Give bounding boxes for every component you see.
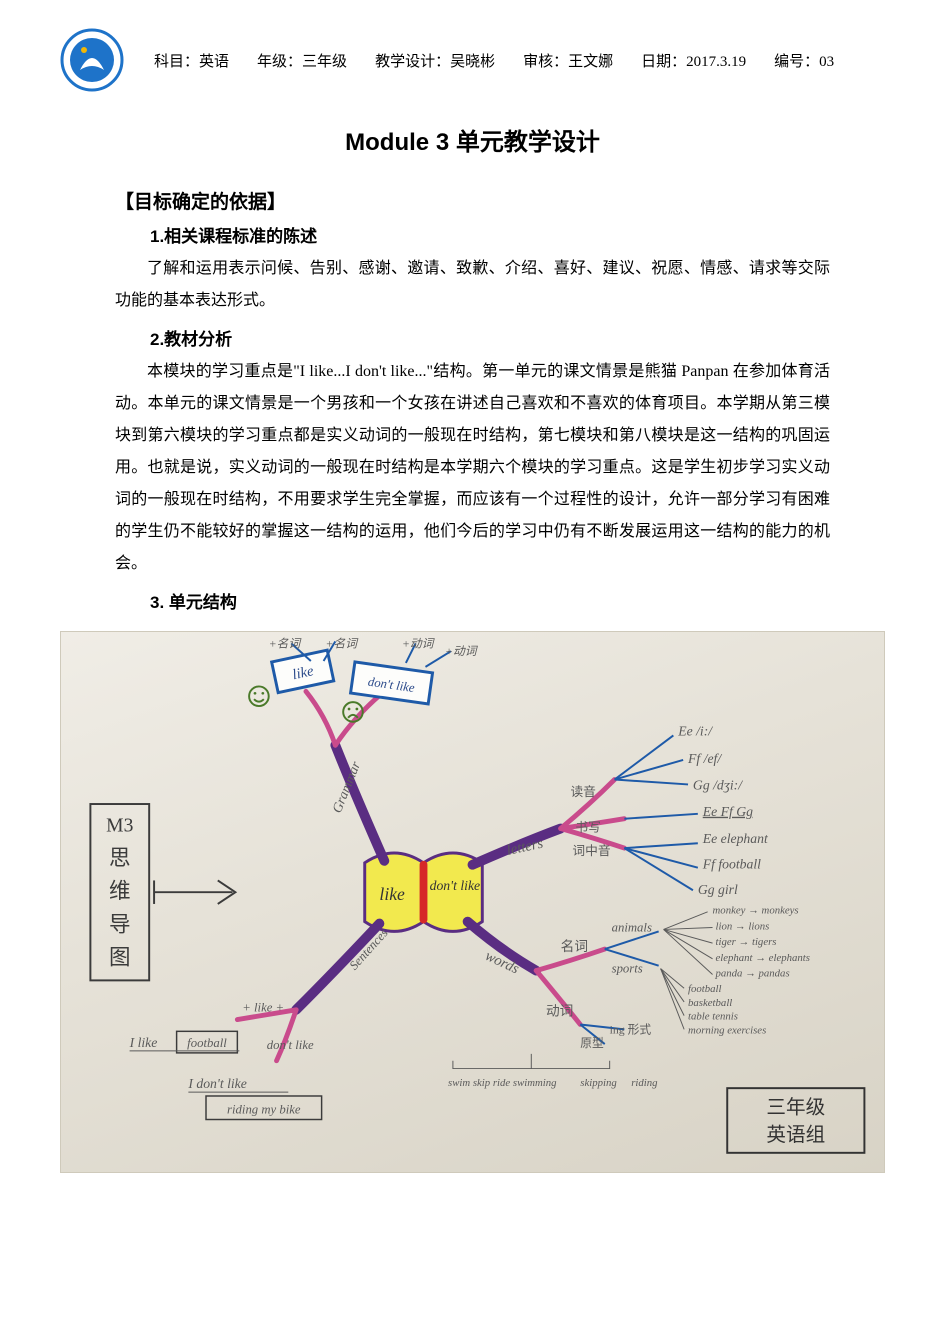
meta-grade-value: 三年级 xyxy=(302,54,347,70)
letters-sub1: 书写 xyxy=(575,820,600,834)
letters-item3: Ee Ff Gg xyxy=(702,804,753,819)
branch-to-likebox xyxy=(306,691,335,745)
words-sub2: 动词 xyxy=(546,1004,573,1019)
sports-0: football xyxy=(688,983,722,995)
sub3-heading: 3. 单元结构 xyxy=(150,588,885,613)
sub1-heading: 1.相关课程标准的陈述 xyxy=(150,222,885,247)
letters-item5: Ff football xyxy=(702,857,761,872)
label-letters: letters xyxy=(505,836,545,859)
verbs-base: swim skip ride swimming xyxy=(448,1077,557,1089)
bl-branch1: + like + xyxy=(242,1001,284,1015)
letters-item1: Ff /ef/ xyxy=(687,751,722,766)
top-noun2: +动词 xyxy=(402,637,436,650)
meta-subject: 科目：英语 xyxy=(154,50,229,71)
meta-grade: 年级：三年级 xyxy=(257,50,347,71)
meta-number: 编号：03 xyxy=(774,50,834,71)
leftbox-line2: 维 xyxy=(109,879,131,903)
sports-1: basketball xyxy=(688,997,732,1009)
meta-date-label: 日期： xyxy=(641,54,686,70)
meta-subject-value: 英语 xyxy=(199,54,229,70)
verb-sub0: 原型 xyxy=(580,1036,604,1050)
sub1-body: 了解和运用表示问候、告别、感谢、邀请、致歉、介绍、喜好、建议、祝愿、情感、请求等… xyxy=(115,253,830,317)
mindmap-container: M3 思 维 导 图 like don't like Grammar xyxy=(60,631,885,1173)
animals-4: panda → pandas xyxy=(714,967,789,979)
leftbox-line3: 导 xyxy=(109,912,131,936)
meta-reviewer: 审核：王文娜 xyxy=(523,50,613,71)
leftbox-line4: 图 xyxy=(109,946,131,970)
meta-line: 科目：英语 年级：三年级 教学设计：吴晓彬 审核：王文娜 日期：2017.3.1… xyxy=(154,50,862,71)
school-logo-icon xyxy=(60,28,124,92)
letters-item0: Ee /i:/ xyxy=(677,723,713,738)
example2-box: riding my bike xyxy=(227,1103,301,1117)
example2-prefix: I don't like xyxy=(187,1076,246,1091)
bl-branch2: don't like xyxy=(267,1038,314,1052)
center-divider xyxy=(420,861,428,924)
letters-sub2: 词中音 xyxy=(572,843,610,858)
meta-reviewer-value: 王文娜 xyxy=(568,54,613,70)
document-page: 科目：英语 年级：三年级 教学设计：吴晓彬 审核：王文娜 日期：2017.3.1… xyxy=(0,0,945,1337)
meta-grade-label: 年级： xyxy=(257,54,302,70)
like-box-group: like xyxy=(272,650,334,692)
meta-designer: 教学设计：吴晓彬 xyxy=(375,50,495,71)
sub2-heading: 2.教材分析 xyxy=(150,325,885,350)
meta-reviewer-label: 审核： xyxy=(523,54,568,70)
leftbox-line1: 思 xyxy=(109,846,131,870)
meta-subject-label: 科目： xyxy=(154,54,199,70)
letters-item6: Gg girl xyxy=(698,882,738,897)
words-sub1: 名词 xyxy=(561,939,588,954)
leftbox-line0: M3 xyxy=(106,815,133,836)
page-header: 科目：英语 年级：三年级 教学设计：吴晓彬 审核：王文娜 日期：2017.3.1… xyxy=(60,28,885,92)
center-like: like xyxy=(379,884,405,904)
meta-date-value: 2017.3.19 xyxy=(686,54,746,70)
grade-box-line2: 英语组 xyxy=(766,1124,825,1146)
happy-face-icon xyxy=(249,686,269,706)
top-noun3: +动词 xyxy=(445,645,479,658)
animals-1: lion → lions xyxy=(715,920,769,932)
letters-item2: Gg /dʒi:/ xyxy=(693,777,743,792)
center-dontlike: don't like xyxy=(430,878,480,893)
meta-number-label: 编号： xyxy=(774,54,819,70)
verb-sub1: ing 形式 xyxy=(610,1023,652,1036)
verbs-ing1: riding xyxy=(631,1077,658,1089)
verbs-ing0: skipping xyxy=(580,1077,617,1089)
example1-box: football xyxy=(187,1036,227,1050)
letters-sub0: 读音 xyxy=(570,784,596,799)
animals-3: elephant → elephants xyxy=(715,952,809,964)
letters-item4: Ee elephant xyxy=(702,831,769,846)
mindmap-diagram: M3 思 维 导 图 like don't like Grammar xyxy=(60,631,885,1173)
animals-0: monkey → monkeys xyxy=(713,905,799,917)
section1-heading: 【目标确定的依据】 xyxy=(115,187,885,214)
meta-number-value: 03 xyxy=(819,54,834,70)
meta-designer-label: 教学设计： xyxy=(375,54,450,70)
meta-date: 日期：2017.3.19 xyxy=(641,50,746,71)
grade-box-line1: 三年级 xyxy=(766,1097,825,1119)
example1-prefix: I like xyxy=(129,1035,158,1050)
sub2-body: 本模块的学习重点是"I like...I don't like..."结构。第一… xyxy=(115,356,830,580)
branch-bottom-left xyxy=(296,924,379,1010)
sports-2: table tennis xyxy=(688,1011,738,1023)
animals-2: tiger → tigers xyxy=(715,936,776,948)
meta-designer-value: 吴晓彬 xyxy=(450,54,495,70)
top-noun0: +名词 xyxy=(269,637,303,650)
sports-3: morning exercises xyxy=(688,1024,766,1036)
top-noun1: +名词 xyxy=(326,637,360,650)
document-title: Module 3 单元教学设计 xyxy=(60,122,885,157)
dontlike-box-group: don't like xyxy=(351,662,433,704)
words-noun-sports: sports xyxy=(612,962,643,976)
words-noun-animals: animals xyxy=(612,920,652,934)
